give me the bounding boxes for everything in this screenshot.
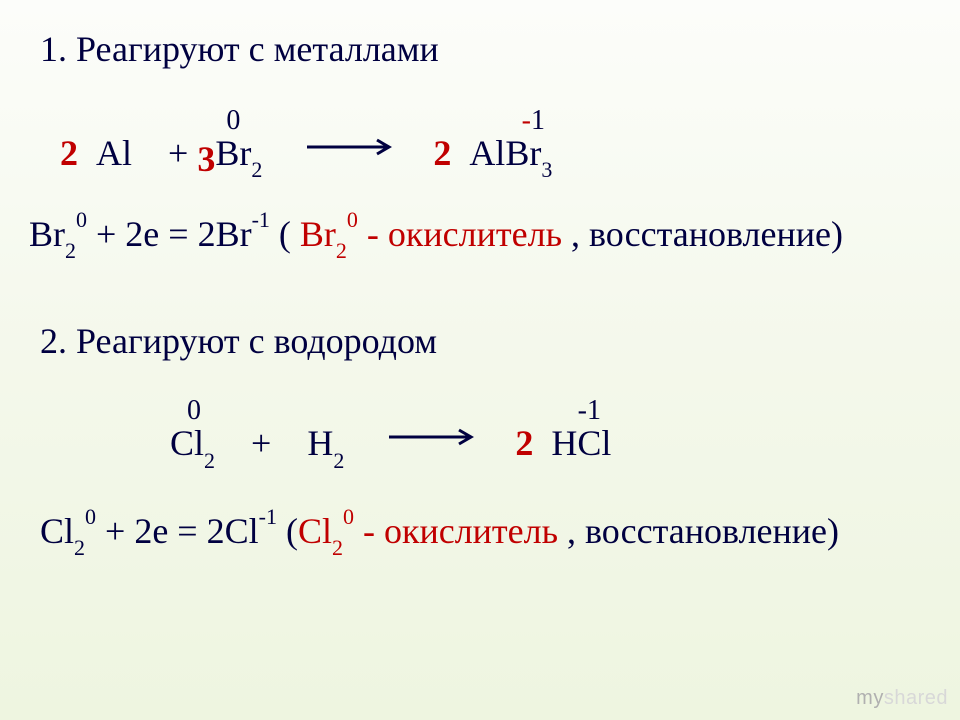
watermark-my: my	[856, 687, 884, 709]
eq1-ox-br: 0	[213, 105, 253, 137]
ex1-red-dash: -	[358, 214, 379, 254]
ex1-rhs-sup: -1	[252, 207, 270, 232]
eq1-ox-one: 1	[531, 105, 545, 136]
slide: 1. Реагируют с металлами 2 Al + 0 3Br2	[0, 0, 960, 720]
eq2-ox-cl: 0	[174, 395, 214, 427]
eq1-br: Br	[215, 133, 251, 173]
arrow-icon	[307, 124, 397, 166]
eq2-rhs-coef: 2	[515, 423, 533, 463]
ex1-br-sup: 0	[76, 207, 87, 232]
ex1-mid: + 2е = 2Br	[87, 214, 252, 254]
ex2-red-sup: 0	[343, 504, 354, 529]
half-reaction-2: Cl20 + 2е = 2Cl-1 (Cl20 - окислитель , в…	[40, 510, 930, 557]
heading-2-text: 2. Реагируют с водородом	[40, 321, 437, 361]
eq2-sp1	[224, 423, 242, 463]
ex2-red-word: окислитель	[375, 511, 558, 551]
ex2-tail: , восстановление)	[558, 511, 839, 551]
eq1-coef-3: 3	[197, 139, 215, 179]
equation-1: 2 Al + 0 3Br2 -1 2 AlBr3	[60, 132, 930, 179]
ex2-cl-sup: 0	[85, 504, 96, 529]
ex2-mid: + 2е = 2Cl	[96, 511, 259, 551]
ex2-rhs-sup: -1	[259, 504, 277, 529]
ex1-open: (	[270, 214, 291, 254]
eq2-cl-sub: 2	[204, 448, 215, 473]
watermark-shared: shared	[884, 687, 948, 709]
eq1-rhs-coef: 2	[433, 133, 451, 173]
heading-1: 1. Реагируют с металлами	[40, 28, 930, 70]
eq2-rhs-sp	[542, 423, 551, 463]
ex1-red-species: Br	[291, 214, 336, 254]
eq2-h: H	[307, 423, 333, 463]
ex1-red-sup: 0	[347, 207, 358, 232]
watermark: myshared	[856, 687, 948, 710]
ex1-br-sub: 2	[65, 238, 76, 263]
eq1-gap2	[406, 133, 424, 173]
ex1-br: Br	[29, 214, 65, 254]
arrow-icon-2	[389, 414, 479, 456]
ex2-cl: Cl	[40, 511, 74, 551]
ex2-red-dash: -	[354, 511, 375, 551]
eq2-lhs: 0 Cl2 + H 2 -1 2 HCl	[170, 422, 611, 469]
ex1-red-sub: 2	[336, 238, 347, 263]
eq1-albr: AlBr	[469, 133, 541, 173]
eq2-cl-block: 0 Cl2	[170, 423, 224, 463]
eq2-sp2	[280, 423, 298, 463]
eq1-rhs-sp	[460, 133, 469, 173]
ex2-cl-sub: 2	[74, 535, 85, 560]
eq2-hcl: HCl	[551, 423, 611, 463]
eq1-al	[87, 133, 96, 173]
eq2-sp4	[488, 423, 506, 463]
eq1-space	[141, 133, 159, 173]
eq1-al-sym: Al	[96, 133, 132, 173]
eq1-rhs-block: -1 2 AlBr3	[433, 133, 552, 173]
eq1-ox-minus: -	[522, 105, 531, 136]
ex2-red-sub: 2	[332, 535, 343, 560]
half-reaction-1: Br20 + 2е = 2Br-1 ( Br20 - окислитель , …	[20, 213, 930, 260]
eq2-ox-prod: -1	[569, 395, 609, 427]
eq1-br2-block: 0 3Br2	[197, 133, 271, 173]
eq2-plus: +	[251, 423, 271, 463]
ex1-lhs	[20, 214, 29, 254]
eq1-lhs: 2 Al + 0 3Br2 -1 2 AlBr3	[60, 132, 552, 179]
ex2-open: (	[277, 511, 298, 551]
equation-2: 0 Cl2 + H 2 -1 2 HCl	[170, 422, 930, 469]
eq1-coef-2al: 2	[60, 133, 78, 173]
eq1-ox-prod: -1	[503, 105, 563, 137]
eq2-sp3	[353, 423, 380, 463]
ex1-tail: , восстановление)	[562, 214, 843, 254]
ex1-red-word: окислитель	[379, 214, 562, 254]
eq1-plus: +	[168, 133, 188, 173]
eq2-rhs-block: -1 2 HCl	[515, 423, 611, 463]
heading-1-text: 1. Реагируют с металлами	[40, 29, 439, 69]
eq1-albr-sub: 3	[541, 157, 552, 182]
eq2-cl: Cl	[170, 423, 204, 463]
eq1-gap	[271, 133, 298, 173]
heading-2: 2. Реагируют с водородом	[40, 320, 930, 362]
eq1-br-sub: 2	[251, 157, 262, 182]
ex2-red-species: Cl	[298, 511, 332, 551]
eq2-h-sub: 2	[333, 448, 344, 473]
